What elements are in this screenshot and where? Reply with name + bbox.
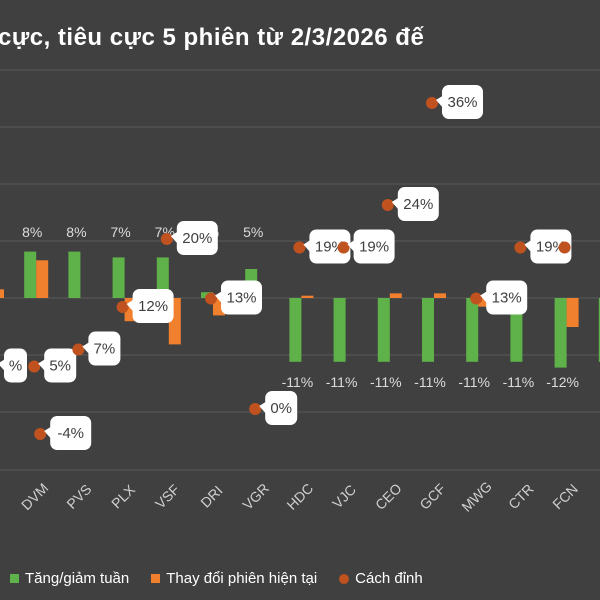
legend-swatch-session	[151, 574, 161, 583]
label-weekly-HDC: -11%	[282, 374, 314, 390]
marker-VJC	[337, 241, 350, 254]
callout-box-extra-0	[50, 416, 92, 450]
callout-text-S: %	[9, 358, 22, 375]
marker-PLX	[116, 301, 129, 313]
callout-box-PVS	[88, 331, 121, 366]
legend-label-peak: Cách đỉnh	[355, 570, 423, 587]
callout-box-VSF	[176, 221, 218, 255]
legend-label-session: Thay đổi phiên hiện tại	[166, 570, 318, 587]
callout-text-VGR: 0%	[270, 400, 292, 417]
xtick-DRI: DRI	[197, 482, 225, 510]
bar-session-S	[0, 289, 4, 298]
callout-box-CEO	[397, 187, 439, 221]
legend-item-peak: Cách đỉnh	[339, 570, 423, 587]
marker-DRI	[205, 292, 217, 305]
callout-box-CTR	[530, 229, 572, 264]
bar-weekly-GCF	[422, 298, 434, 362]
bar-weekly-DVM	[24, 251, 37, 298]
xtick-FCN: FCN	[549, 481, 581, 513]
callout-text-VJC: 19%	[359, 239, 389, 256]
label-weekly-FCN: -12%	[546, 374, 579, 390]
bar-session-CEO	[389, 293, 402, 298]
marker-FCN	[558, 241, 571, 254]
label-weekly-CEO: -11%	[370, 374, 402, 390]
bar-weekly-VJC	[333, 298, 346, 362]
callout-text-GCF: 36%	[447, 94, 477, 111]
marker-CEO	[381, 199, 394, 211]
callout-text-MWG: 13%	[492, 290, 522, 307]
bar-weekly-PLX	[112, 257, 125, 298]
legend-swatch-weekly	[10, 574, 19, 583]
marker-CTR	[514, 241, 527, 254]
bar-weekly-HDC	[289, 298, 302, 362]
xtick-VJC: VJC	[329, 481, 359, 511]
callout-box-PLX	[132, 289, 174, 323]
xtick-PVS: PVS	[63, 481, 94, 512]
bar-session-FCN	[566, 298, 579, 327]
bar-weekly-FCN	[554, 298, 567, 368]
bar-session-HDC	[301, 295, 314, 298]
callout-text-VSF: 20%	[182, 230, 212, 247]
callout-box-GCF	[442, 85, 483, 119]
xtick-CEO: CEO	[372, 480, 405, 513]
marker-GCF	[426, 97, 438, 109]
callout-box-VGR	[265, 391, 298, 425]
legend: Tăng/giảm tuần Thay đổi phiên hiện tại C…	[10, 570, 423, 587]
callout-box-HDC	[309, 229, 351, 264]
bar-weekly-I	[598, 298, 600, 362]
xtick-MWG: MWG	[458, 478, 495, 515]
bar-weekly-PVS	[68, 251, 81, 298]
label-weekly-VJC: -11%	[326, 374, 358, 390]
bar-session-MWG	[478, 298, 491, 307]
label-weekly-VGR: 5%	[243, 224, 263, 240]
xtick-HDC: HDC	[283, 480, 316, 513]
callout-box-S	[4, 348, 27, 383]
callout-text-DVM: 5%	[49, 358, 71, 375]
label-weekly-CTR: -11%	[503, 374, 535, 390]
label-weekly-PVS: 8%	[66, 224, 86, 240]
callout-text-DRI: 13%	[226, 290, 256, 307]
xtick-GCF: GCF	[416, 480, 448, 512]
legend-item-weekly: Tăng/giảm tuần	[10, 570, 129, 587]
marker-PVS	[72, 343, 85, 356]
callout-text-CEO: 24%	[403, 196, 433, 213]
label-weekly-GCF: -11%	[414, 374, 446, 390]
callout-text-PLX: 12%	[138, 298, 168, 315]
bar-weekly-CEO	[377, 298, 390, 362]
legend-item-session: Thay đổi phiên hiện tại	[151, 570, 317, 587]
xtick-CTR: CTR	[505, 481, 537, 513]
label-weekly-DVM: 8%	[22, 224, 42, 240]
chart-title: cực, tiêu cực 5 phiên từ 2/3/2026 đế	[0, 24, 425, 51]
label-weekly-MWG: -11%	[458, 374, 490, 390]
bar-session-DVM	[36, 260, 49, 298]
bar-session-GCF	[434, 293, 446, 298]
xtick-DVM: DVM	[18, 480, 51, 513]
xtick-VGR: VGR	[239, 480, 272, 513]
legend-label-weekly: Tăng/giảm tuần	[25, 570, 130, 587]
bar-weekly-MWG	[466, 298, 479, 362]
marker-extra-0	[34, 428, 47, 440]
marker-MWG	[470, 292, 483, 305]
bar-weekly-VSF	[156, 257, 169, 298]
callout-text-CTR: 19%	[536, 239, 566, 256]
callout-text-extra-0: -4%	[57, 425, 84, 442]
xtick-VSF: VSF	[152, 481, 183, 512]
marker-VGR	[249, 403, 262, 415]
callout-box-DVM	[44, 348, 77, 383]
legend-swatch-peak	[339, 573, 350, 584]
callout-box-VJC	[353, 229, 395, 264]
marker-HDC	[293, 241, 306, 254]
callout-text-HDC: 19%	[315, 239, 345, 256]
callout-box-DRI	[221, 280, 262, 315]
callout-box-MWG	[486, 280, 528, 315]
callout-text-PVS: 7%	[94, 341, 116, 358]
marker-VSF	[160, 233, 173, 245]
marker-DVM	[28, 360, 41, 373]
xtick-PLX: PLX	[108, 481, 138, 511]
label-weekly-PLX: 7%	[110, 224, 130, 240]
